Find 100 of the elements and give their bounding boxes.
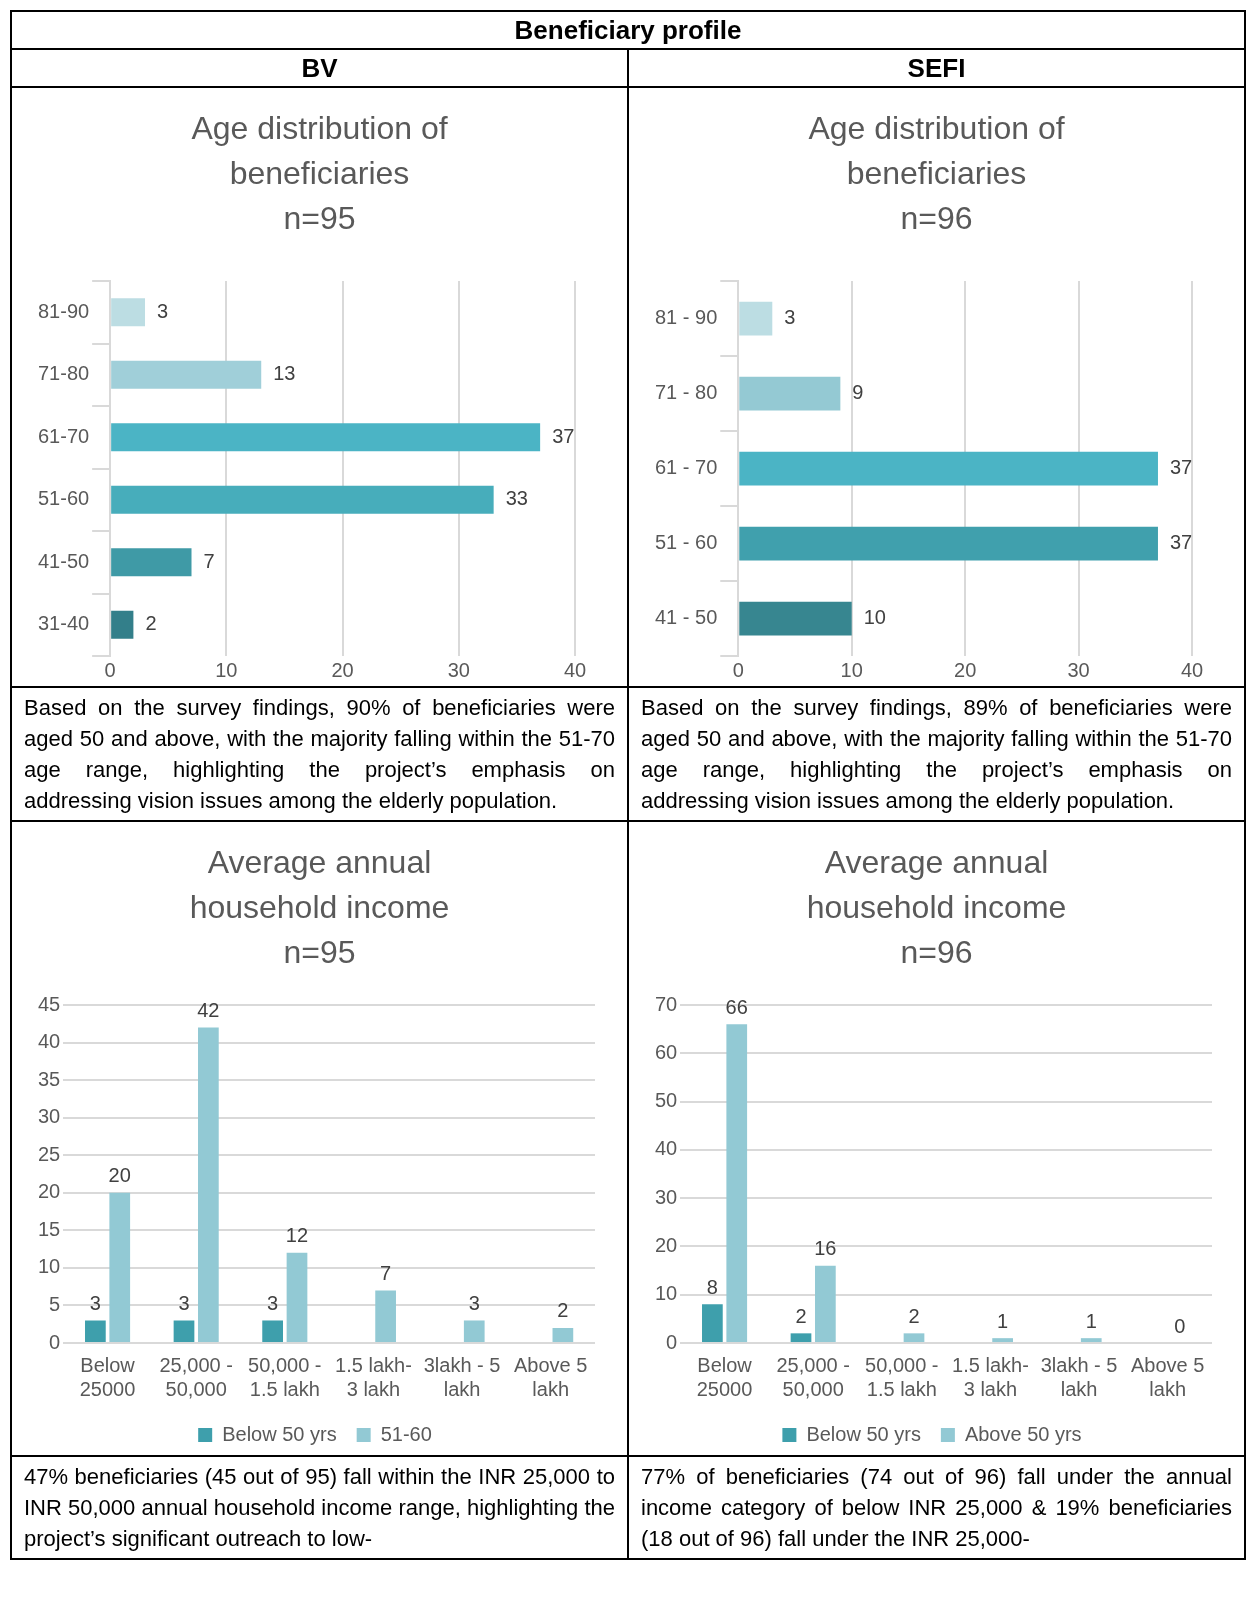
- data-label: 33: [505, 487, 528, 510]
- bar: [197, 1027, 219, 1342]
- data-label: 42: [196, 999, 219, 1022]
- bar: [108, 1192, 130, 1342]
- data-label: 3: [468, 1291, 480, 1314]
- x-tick-label: 3lakh - 5 lakh: [423, 1353, 500, 1400]
- bar: [738, 376, 840, 411]
- text: Based on the survey findings, 90% of beneficiaries were aged 50 and above, with the majority falling within the 51-70 age range, highlighting the project’s emphasis on addressing vision issues among the elderly population.: [11, 687, 628, 821]
- x-tick-label: 0: [104, 658, 116, 681]
- bar: [173, 1320, 194, 1342]
- data-label: 3: [783, 306, 795, 329]
- data-label: 7: [203, 549, 215, 572]
- y-tick-label: 25: [37, 1142, 60, 1165]
- x-tick-label: 3lakh - 5 lakh: [1040, 1353, 1117, 1400]
- x-tick-label: 20: [330, 658, 354, 681]
- data-label: 1: [996, 1309, 1008, 1332]
- legend-label: Below 50 yrs: [805, 1422, 921, 1445]
- bar: [110, 485, 494, 514]
- y-tick-label: 70: [654, 992, 677, 1015]
- bar: [738, 526, 1158, 561]
- bar: [738, 451, 1158, 486]
- data-label: 2: [794, 1304, 807, 1327]
- x-tick-label: Above 5 lakh: [513, 1353, 587, 1400]
- data-label: 37: [1169, 456, 1192, 479]
- bar: [110, 610, 133, 639]
- y-tick-label: 20: [37, 1180, 60, 1203]
- y-tick-label: 10: [654, 1282, 677, 1305]
- bar: [110, 298, 145, 327]
- x-tick-label: 30: [447, 658, 470, 681]
- y-tick-label: 15: [37, 1217, 60, 1240]
- legend-label: Above 50 yrs: [964, 1422, 1082, 1445]
- chart-subtitle: n=95: [282, 933, 357, 972]
- bar: [84, 1320, 106, 1342]
- data-label: 3: [266, 1291, 278, 1314]
- x-tick-label: Below 25000: [79, 1353, 135, 1400]
- y-tick-label: 0: [665, 1330, 677, 1353]
- y-tick-label: 20: [654, 1233, 677, 1256]
- text: Beneficiary profile: [11, 11, 1245, 49]
- bar: [374, 1290, 396, 1342]
- data-label: 8: [706, 1275, 718, 1298]
- data-label: 37: [1169, 531, 1192, 554]
- x-tick-label: 50,000 - 1.5 lakh: [864, 1353, 939, 1400]
- y-tick-label: 51 - 60: [654, 531, 717, 554]
- y-tick-label: 40: [654, 1137, 677, 1160]
- chart-subtitle: n=95: [282, 199, 357, 238]
- bar: [738, 301, 772, 336]
- data-label: 12: [285, 1224, 308, 1247]
- data-label: 7: [379, 1261, 391, 1284]
- data-label: 0: [1173, 1314, 1185, 1337]
- data-label: 3: [156, 299, 168, 322]
- bar: [1080, 1338, 1102, 1342]
- text: Based on the survey findings, 89% of beneficiaries were aged 50 and above, with the majority falling within the 51-70 age range, highlighting the project’s emphasis on addressing vision issues among the elderly population.: [628, 687, 1245, 821]
- x-tick-label: 25,000 - 50,000: [775, 1353, 850, 1400]
- text: 77% of beneficiaries (74 out of 96) fall under the annual income category of below INR 25,000 & 19% beneficiaries (18 out of 96) fall under the INR 25,000-: [628, 1456, 1245, 1559]
- x-tick-label: 0: [732, 658, 744, 681]
- text: 47% beneficiaries (45 out of 95) fall within the INR 25,000 to INR 50,000 annual household income range, highlighting the project’s significant outreach to low-: [11, 1456, 628, 1559]
- data-label: 10: [863, 606, 886, 629]
- x-tick-label: 1.5 lakh- 3 lakh: [951, 1353, 1029, 1400]
- y-tick-label: 45: [37, 992, 60, 1015]
- data-label: 13: [272, 362, 295, 385]
- data-label: 2: [907, 1304, 920, 1327]
- y-tick-label: 35: [37, 1067, 60, 1090]
- data-label: 3: [89, 1291, 101, 1314]
- data-label: 66: [725, 995, 748, 1018]
- bar: [286, 1252, 307, 1342]
- text: SEFI: [628, 49, 1245, 87]
- bar: [261, 1320, 283, 1342]
- data-label: 1: [1085, 1309, 1097, 1332]
- y-tick-label: 61-70: [37, 424, 89, 447]
- bar: [814, 1265, 836, 1342]
- y-tick-label: 41 - 50: [654, 606, 717, 629]
- bar: [903, 1333, 924, 1342]
- x-tick-label: Below 25000: [696, 1353, 752, 1400]
- legend-label: Below 50 yrs: [221, 1422, 337, 1445]
- y-tick-label: 40: [37, 1030, 60, 1053]
- bar: [991, 1338, 1013, 1342]
- bar: [701, 1304, 723, 1342]
- x-tick-label: Above 5 lakh: [1130, 1353, 1204, 1400]
- y-tick-label: 30: [654, 1185, 677, 1208]
- y-tick-label: 60: [654, 1040, 677, 1063]
- y-tick-label: 71 - 80: [654, 381, 717, 404]
- data-label: 9: [851, 381, 863, 404]
- chart-subtitle: n=96: [899, 199, 974, 238]
- y-tick-label: 0: [48, 1330, 60, 1353]
- y-tick-label: 71-80: [37, 362, 89, 385]
- y-tick-label: 81 - 90: [654, 306, 717, 329]
- bar: [552, 1327, 573, 1342]
- x-tick-label: 10: [840, 658, 863, 681]
- x-tick-label: 25,000 - 50,000: [158, 1353, 233, 1400]
- bar: [725, 1024, 747, 1342]
- data-label: 16: [813, 1237, 836, 1260]
- text: BV: [11, 49, 628, 87]
- y-tick-label: 51-60: [37, 487, 89, 510]
- y-tick-label: 5: [48, 1292, 60, 1315]
- bar: [110, 423, 540, 452]
- x-tick-label: 10: [214, 658, 237, 681]
- y-tick-label: 10: [37, 1255, 60, 1278]
- y-tick-label: 41-50: [37, 549, 89, 572]
- y-tick-label: 81-90: [37, 299, 89, 322]
- bar: [110, 548, 191, 577]
